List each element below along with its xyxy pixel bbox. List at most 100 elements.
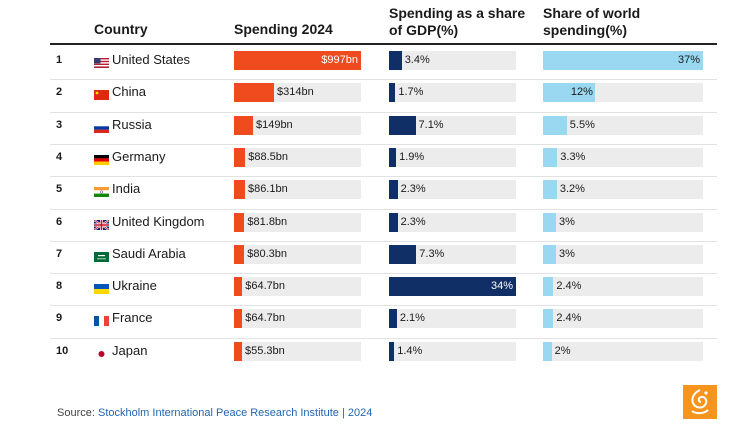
spending-value-label: $997bn: [321, 54, 358, 66]
gdp-bar-track: [389, 309, 516, 329]
country-name: India: [112, 181, 141, 197]
spending-value-label: $55.3bn: [245, 344, 285, 357]
header-country: Country: [94, 21, 148, 37]
rank-number: 3: [56, 118, 63, 131]
gdp-bar: [389, 147, 397, 167]
rank-number: 10: [56, 344, 69, 357]
spending-value-label: $80.3bn: [247, 247, 287, 260]
gdp-bar-track: [389, 147, 516, 167]
row-divider: [50, 273, 717, 275]
world-bar: [543, 244, 556, 264]
world-bar: [543, 147, 558, 167]
country-name: Germany: [112, 148, 166, 164]
spending-bar: [234, 147, 246, 167]
world-bar-track: [543, 147, 703, 167]
world-value-label: 5.5%: [569, 118, 595, 131]
gdp-bar-track: [389, 51, 516, 70]
country-name: Ukraine: [112, 278, 157, 294]
cn-flag-icon: [94, 87, 109, 101]
gdp-bar-track: [389, 115, 516, 135]
gdp-bar: [389, 212, 398, 232]
rank-number: 6: [56, 215, 63, 228]
gdp-value-label: 2.1%: [399, 312, 425, 325]
us-flag-icon: [94, 55, 109, 68]
spending-bar-track: [234, 212, 361, 232]
jp-flag-icon: [94, 346, 109, 359]
gdp-bar: [389, 51, 402, 70]
gdp-bar: [389, 309, 397, 329]
spending-value-label: $314bn: [276, 86, 314, 99]
world-bar-track: [543, 309, 703, 329]
world-bar-track: [543, 341, 703, 361]
spending-bar: [234, 341, 242, 361]
row-divider: [50, 240, 717, 242]
gb-flag-icon: [93, 217, 110, 231]
gdp-bar: [389, 277, 516, 297]
rank-number: 7: [56, 247, 63, 260]
gdp-value-label: 1.4%: [397, 344, 423, 357]
spending-bar-track: [234, 341, 361, 361]
row-divider: [50, 176, 717, 178]
gdp-bar-track: [389, 212, 516, 232]
world-value-label: 2.4%: [556, 280, 582, 293]
fr-flag-icon: [94, 313, 109, 327]
country-name: Russia: [112, 116, 152, 132]
country-name: France: [112, 310, 153, 326]
sa-flag-icon: [94, 249, 109, 262]
world-bar-track: [543, 180, 703, 200]
spending-bar-track: [234, 180, 361, 200]
spending-value-label: $64.7bn: [245, 312, 285, 325]
rank-number: 2: [56, 86, 63, 99]
gdp-bar: [389, 180, 398, 200]
gdp-bar-track: [389, 83, 516, 103]
ru-flag-icon: [94, 120, 109, 133]
rank-number: 1: [56, 54, 63, 66]
world-value-label: 3.3%: [560, 150, 586, 163]
row-divider: [50, 111, 717, 113]
world-bar-track: [543, 212, 703, 232]
world-value-label: 3%: [558, 215, 575, 228]
world-value-label: 2%: [554, 344, 571, 357]
spending-bar-track: [234, 309, 361, 329]
world-value-label: 12%: [570, 86, 593, 99]
row-divider: [50, 305, 717, 307]
gdp-bar-track: [389, 180, 516, 200]
country-name: Saudi Arabia: [112, 245, 186, 261]
spending-bar: [234, 83, 274, 103]
world-value-label: 3%: [558, 247, 575, 260]
spending-value-label: $86.1bn: [247, 183, 288, 196]
header-spending: Spending 2024: [234, 21, 333, 37]
gdp-value-label: 2.3%: [400, 215, 426, 228]
gdp-value-label: 7.3%: [419, 247, 445, 260]
world-bar: [543, 180, 557, 200]
world-bar: [543, 115, 567, 135]
spending-value-label: $149bn: [255, 118, 293, 131]
header-gdp-share: Spending as a share of GDP(%): [389, 5, 526, 38]
country-name: Japan: [112, 342, 148, 358]
header-world-share: Share of world spending(%): [543, 5, 641, 38]
spending-bar: [234, 277, 243, 297]
world-bar: [543, 341, 552, 361]
world-bar-track: [543, 115, 703, 135]
gdp-bar-track: [389, 244, 516, 264]
country-name: China: [112, 84, 146, 100]
spending-bar-track: [234, 115, 361, 135]
row-divider: [50, 337, 717, 339]
source-link[interactable]: Stockholm International Peace Research I…: [97, 407, 373, 419]
gdp-bar: [389, 341, 395, 361]
in-flag-icon: [94, 184, 109, 198]
ua-flag-icon: [94, 281, 109, 295]
spending-bar-track: [234, 244, 361, 264]
source-prefix: Source:: [57, 407, 95, 419]
rank-number: 9: [56, 312, 63, 325]
spending-bar-track: [234, 147, 361, 167]
world-bar: [543, 83, 595, 103]
row-divider: [50, 79, 717, 81]
country-name: United Kingdom: [112, 213, 205, 229]
world-value-label: 3.2%: [559, 183, 585, 196]
gdp-bar-track: [389, 341, 516, 361]
rank-number: 4: [56, 150, 63, 163]
spending-bar: [234, 115, 253, 135]
spending-bar: [234, 244, 245, 264]
gdp-bar: [389, 115, 416, 135]
